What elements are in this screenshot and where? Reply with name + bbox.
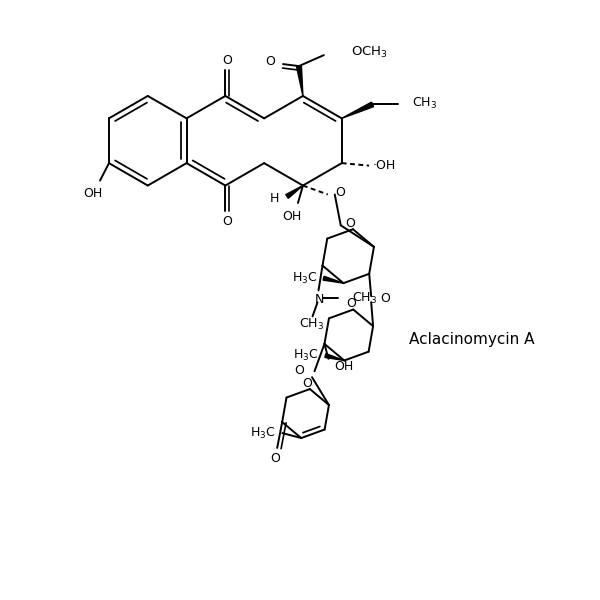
Polygon shape <box>325 353 344 361</box>
Text: OH: OH <box>283 210 302 223</box>
Text: H$_3$C: H$_3$C <box>293 348 319 363</box>
Text: O: O <box>346 297 356 310</box>
Polygon shape <box>286 185 303 199</box>
Polygon shape <box>296 66 303 96</box>
Text: H$_3$C: H$_3$C <box>292 271 317 286</box>
Polygon shape <box>323 276 343 283</box>
Text: CH$_3$: CH$_3$ <box>412 96 437 111</box>
Text: OH: OH <box>334 360 353 373</box>
Polygon shape <box>342 102 374 118</box>
Text: CH$_3$: CH$_3$ <box>299 317 324 332</box>
Text: O: O <box>346 217 355 230</box>
Text: ·OH: ·OH <box>373 159 397 172</box>
Text: O: O <box>223 215 232 228</box>
Text: O: O <box>266 55 275 68</box>
Text: OH: OH <box>83 187 103 200</box>
Text: H$_3$C: H$_3$C <box>250 425 275 440</box>
Text: H: H <box>269 192 279 205</box>
Text: O: O <box>302 377 313 389</box>
Text: N: N <box>314 293 323 306</box>
Text: O: O <box>223 53 232 67</box>
Text: O: O <box>380 292 390 305</box>
Text: O: O <box>270 452 280 466</box>
Text: CH$_3$: CH$_3$ <box>352 291 377 306</box>
Text: Aclacinomycin A: Aclacinomycin A <box>409 332 535 347</box>
Text: O: O <box>335 186 344 199</box>
Text: OCH$_3$: OCH$_3$ <box>351 45 388 60</box>
Text: O: O <box>295 364 305 377</box>
